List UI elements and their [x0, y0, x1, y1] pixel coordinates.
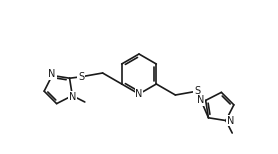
Text: N: N: [69, 92, 76, 102]
Text: S: S: [194, 86, 200, 96]
Text: N: N: [135, 89, 143, 99]
Text: N: N: [48, 69, 56, 79]
Text: N: N: [227, 116, 234, 126]
Text: N: N: [197, 95, 205, 105]
Text: S: S: [78, 72, 84, 82]
